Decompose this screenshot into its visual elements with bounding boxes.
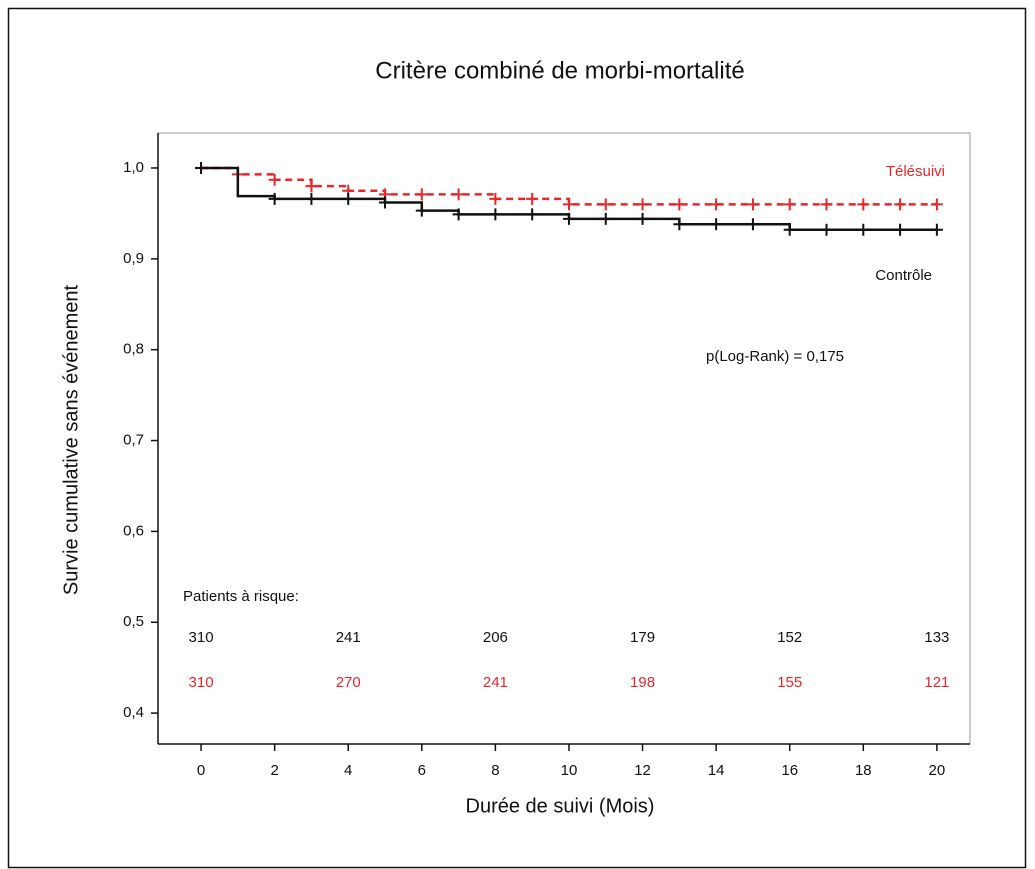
y-tick-label: 0,9 bbox=[123, 250, 144, 267]
censor-mark bbox=[599, 212, 612, 225]
x-tick-label: 20 bbox=[929, 762, 946, 779]
censor-mark bbox=[195, 161, 208, 174]
y-tick-label: 0,5 bbox=[123, 613, 144, 630]
censor-mark bbox=[452, 188, 465, 201]
censor-mark bbox=[305, 192, 318, 205]
censor-mark bbox=[489, 208, 502, 221]
censor-mark bbox=[562, 198, 575, 211]
y-tick-label: 0,7 bbox=[123, 432, 144, 449]
censor-mark bbox=[526, 208, 539, 221]
x-tick-label: 2 bbox=[270, 762, 278, 779]
censor-mark bbox=[673, 218, 686, 231]
at-risk-count: 179 bbox=[630, 629, 655, 646]
at-risk-title: Patients à risque: bbox=[183, 588, 299, 605]
at-risk-count: 310 bbox=[189, 629, 214, 646]
x-tick-label: 14 bbox=[708, 762, 725, 779]
at-risk-count: 152 bbox=[777, 629, 802, 646]
censor-mark bbox=[930, 223, 943, 236]
censor-mark bbox=[452, 208, 465, 221]
censor-mark bbox=[894, 223, 907, 236]
x-tick-label: 10 bbox=[561, 762, 578, 779]
censor-mark bbox=[857, 198, 870, 211]
censor-mark bbox=[710, 198, 723, 211]
survival-curve bbox=[201, 166, 937, 232]
censor-mark bbox=[636, 212, 649, 225]
legend-label: Contrôle bbox=[875, 267, 932, 284]
censor-mark bbox=[746, 198, 759, 211]
plot-border bbox=[157, 132, 971, 745]
at-risk-count: 310 bbox=[189, 674, 214, 691]
x-tick-label: 6 bbox=[418, 762, 426, 779]
censor-mark bbox=[268, 192, 281, 205]
censor-mark bbox=[415, 204, 428, 217]
censor-mark bbox=[305, 180, 318, 193]
censor-mark bbox=[673, 198, 686, 211]
censor-mark bbox=[820, 198, 833, 211]
frame bbox=[7, 7, 1027, 869]
y-tick-label: 0,8 bbox=[123, 341, 144, 358]
annotation: p(Log-Rank) = 0,175 bbox=[706, 348, 844, 365]
x-tick-label: 16 bbox=[781, 762, 798, 779]
censor-mark bbox=[894, 198, 907, 211]
censor-mark bbox=[636, 198, 649, 211]
at-risk-count: 121 bbox=[924, 674, 949, 691]
y-axis-label: Survie cumulative sans événement bbox=[60, 284, 82, 595]
censor-mark bbox=[857, 223, 870, 236]
censor-mark bbox=[783, 223, 796, 236]
x-tick-label: 8 bbox=[491, 762, 499, 779]
x-tick-label: 4 bbox=[344, 762, 352, 779]
at-risk-count: 270 bbox=[336, 674, 361, 691]
censor-mark bbox=[820, 223, 833, 236]
censor-mark bbox=[710, 218, 723, 231]
at-risk-count: 241 bbox=[336, 629, 361, 646]
censor-mark bbox=[379, 196, 392, 209]
legend-label: Télésuivi bbox=[886, 163, 945, 180]
censor-mark bbox=[415, 188, 428, 201]
x-tick-label: 0 bbox=[197, 762, 205, 779]
censor-mark bbox=[268, 173, 281, 186]
at-risk-count: 133 bbox=[924, 629, 949, 646]
censor-mark bbox=[783, 198, 796, 211]
chart-title: Critère combiné de morbi-mortalité bbox=[375, 57, 744, 84]
x-tick-label: 18 bbox=[855, 762, 872, 779]
censor-mark bbox=[599, 198, 612, 211]
at-risk-count: 155 bbox=[777, 674, 802, 691]
y-tick-label: 1,0 bbox=[123, 159, 144, 176]
censor-mark bbox=[489, 192, 502, 205]
censor-mark bbox=[562, 212, 575, 225]
at-risk-count: 206 bbox=[483, 629, 508, 646]
at-risk-count: 198 bbox=[630, 674, 655, 691]
y-tick-label: 0,4 bbox=[123, 704, 144, 721]
y-tick-label: 0,6 bbox=[123, 522, 144, 539]
x-axis-label: Durée de suivi (Mois) bbox=[466, 795, 655, 817]
x-tick-label: 12 bbox=[634, 762, 651, 779]
at-risk-count: 241 bbox=[483, 674, 508, 691]
censor-mark bbox=[746, 218, 759, 231]
censor-mark bbox=[930, 198, 943, 211]
censor-mark bbox=[342, 192, 355, 205]
censor-mark bbox=[526, 192, 539, 205]
